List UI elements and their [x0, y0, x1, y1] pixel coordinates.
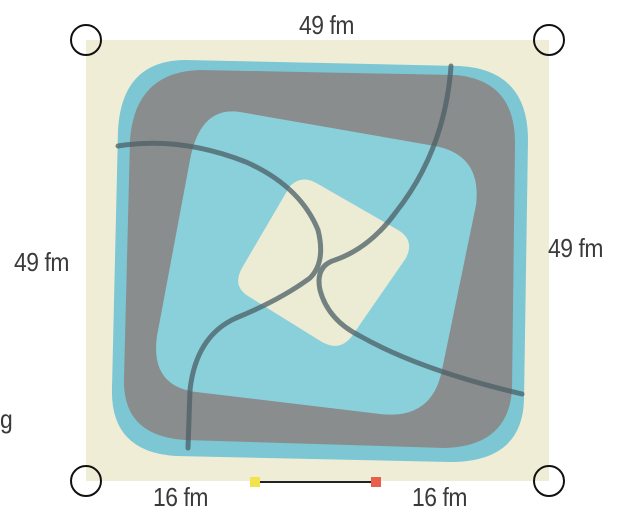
- right-dimension-label: 49 fm: [548, 233, 604, 263]
- corner-handle-bottom-left[interactable]: [70, 465, 102, 497]
- bottom-right-dimension-label: 16 fm: [412, 482, 468, 512]
- curve-top-to-center: [316, 63, 525, 397]
- corner-handle-top-right[interactable]: [533, 24, 565, 56]
- corner-handle-top-left[interactable]: [70, 24, 102, 56]
- curve-left-to-bottom: [115, 140, 324, 451]
- left-dimension-label: 49 fm: [14, 247, 70, 277]
- bottom-left-dimension-label: 16 fm: [153, 482, 209, 512]
- scale-bar-start-handle[interactable]: [250, 477, 260, 487]
- center-tile: [238, 179, 410, 346]
- scale-bar-end-handle[interactable]: [371, 477, 381, 487]
- top-dimension-label: 49 fm: [299, 10, 355, 40]
- edge-text-fragment: g: [0, 404, 13, 434]
- corner-handle-bottom-right[interactable]: [533, 465, 565, 497]
